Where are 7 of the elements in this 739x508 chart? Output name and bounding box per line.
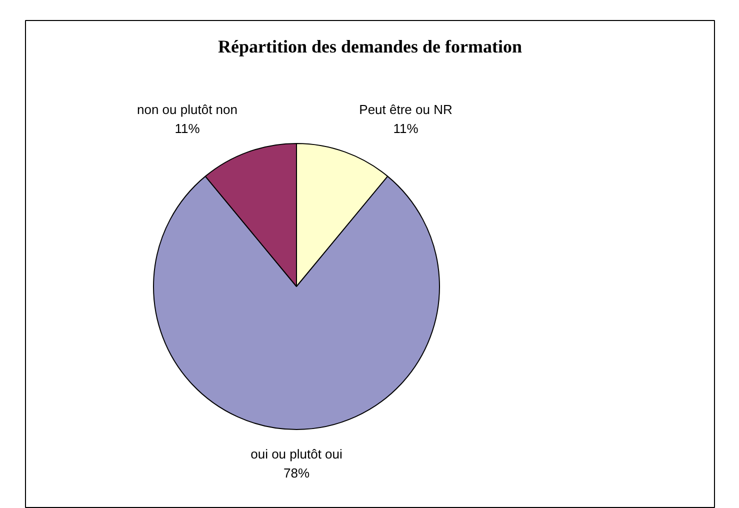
data-label: 11% (174, 120, 200, 136)
data-label: 78% (283, 465, 310, 480)
data-label: 11% (393, 120, 419, 136)
slice-label: non ou plutôt non (137, 102, 238, 118)
slice-label: oui ou plutôt oui (250, 446, 343, 462)
chart-title: Répartition des demandes de formation (218, 36, 522, 56)
slice-label: Peut être ou NR (359, 102, 452, 118)
